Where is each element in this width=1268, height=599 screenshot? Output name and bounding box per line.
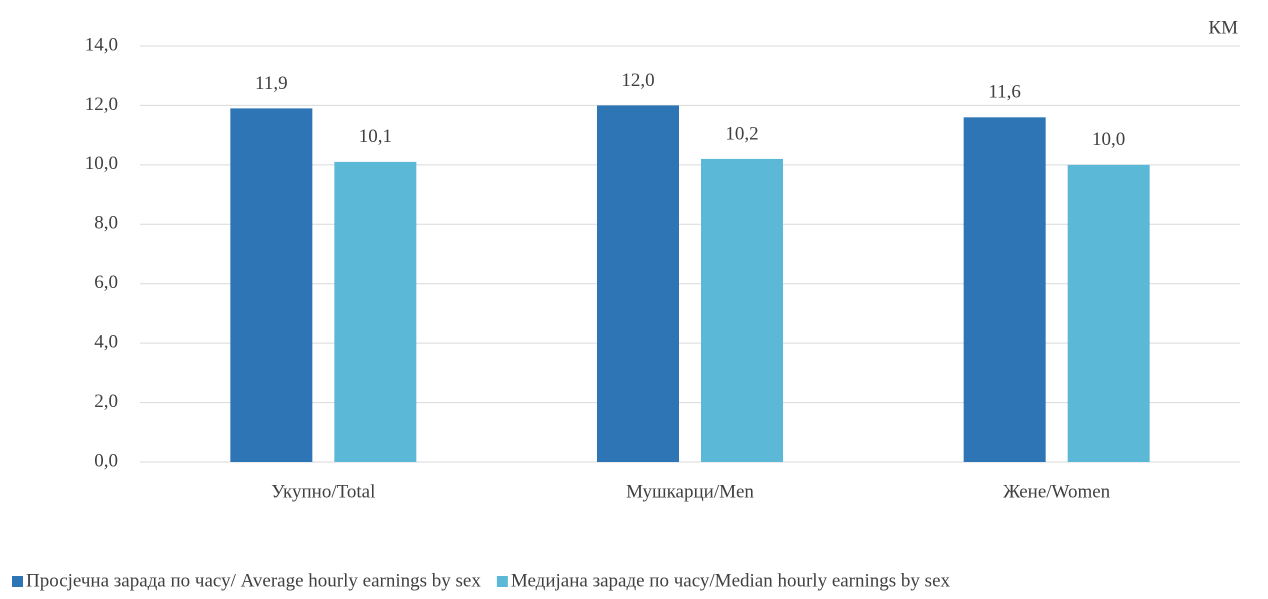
legend-label: Просјечна зарада по часу/ Average hourly… — [26, 570, 481, 591]
value-label: 10,1 — [359, 126, 392, 147]
y-tick-label: 2,0 — [94, 391, 118, 412]
bar — [1067, 164, 1150, 462]
x-tick-label: Мушкарци/Men — [626, 481, 754, 502]
x-tick-label: Жене/Women — [1003, 481, 1110, 502]
y-tick-label: 14,0 — [85, 34, 118, 55]
bar — [963, 117, 1046, 463]
y-tick-label: 12,0 — [85, 94, 118, 115]
value-label: 11,9 — [255, 73, 288, 94]
bar — [334, 161, 417, 462]
unit-label: КМ — [1208, 17, 1238, 38]
value-label: 10,2 — [725, 123, 758, 144]
y-tick-label: 4,0 — [94, 332, 118, 353]
y-tick-label: 0,0 — [94, 450, 118, 471]
bar — [230, 108, 313, 463]
x-tick-label: Укупно/Total — [271, 481, 375, 502]
bar — [597, 105, 679, 462]
y-tick-label: 8,0 — [94, 213, 118, 234]
bar — [701, 158, 783, 462]
legend-swatch — [496, 576, 508, 587]
y-tick-label: 6,0 — [94, 272, 118, 293]
legend-swatch — [12, 576, 23, 587]
value-label: 10,0 — [1092, 129, 1125, 150]
legend-label: Медијана зараде по часу/Median hourly ea… — [511, 570, 951, 591]
value-label: 12,0 — [621, 70, 654, 91]
y-tick-label: 10,0 — [85, 153, 118, 174]
value-label: 11,6 — [988, 82, 1021, 103]
